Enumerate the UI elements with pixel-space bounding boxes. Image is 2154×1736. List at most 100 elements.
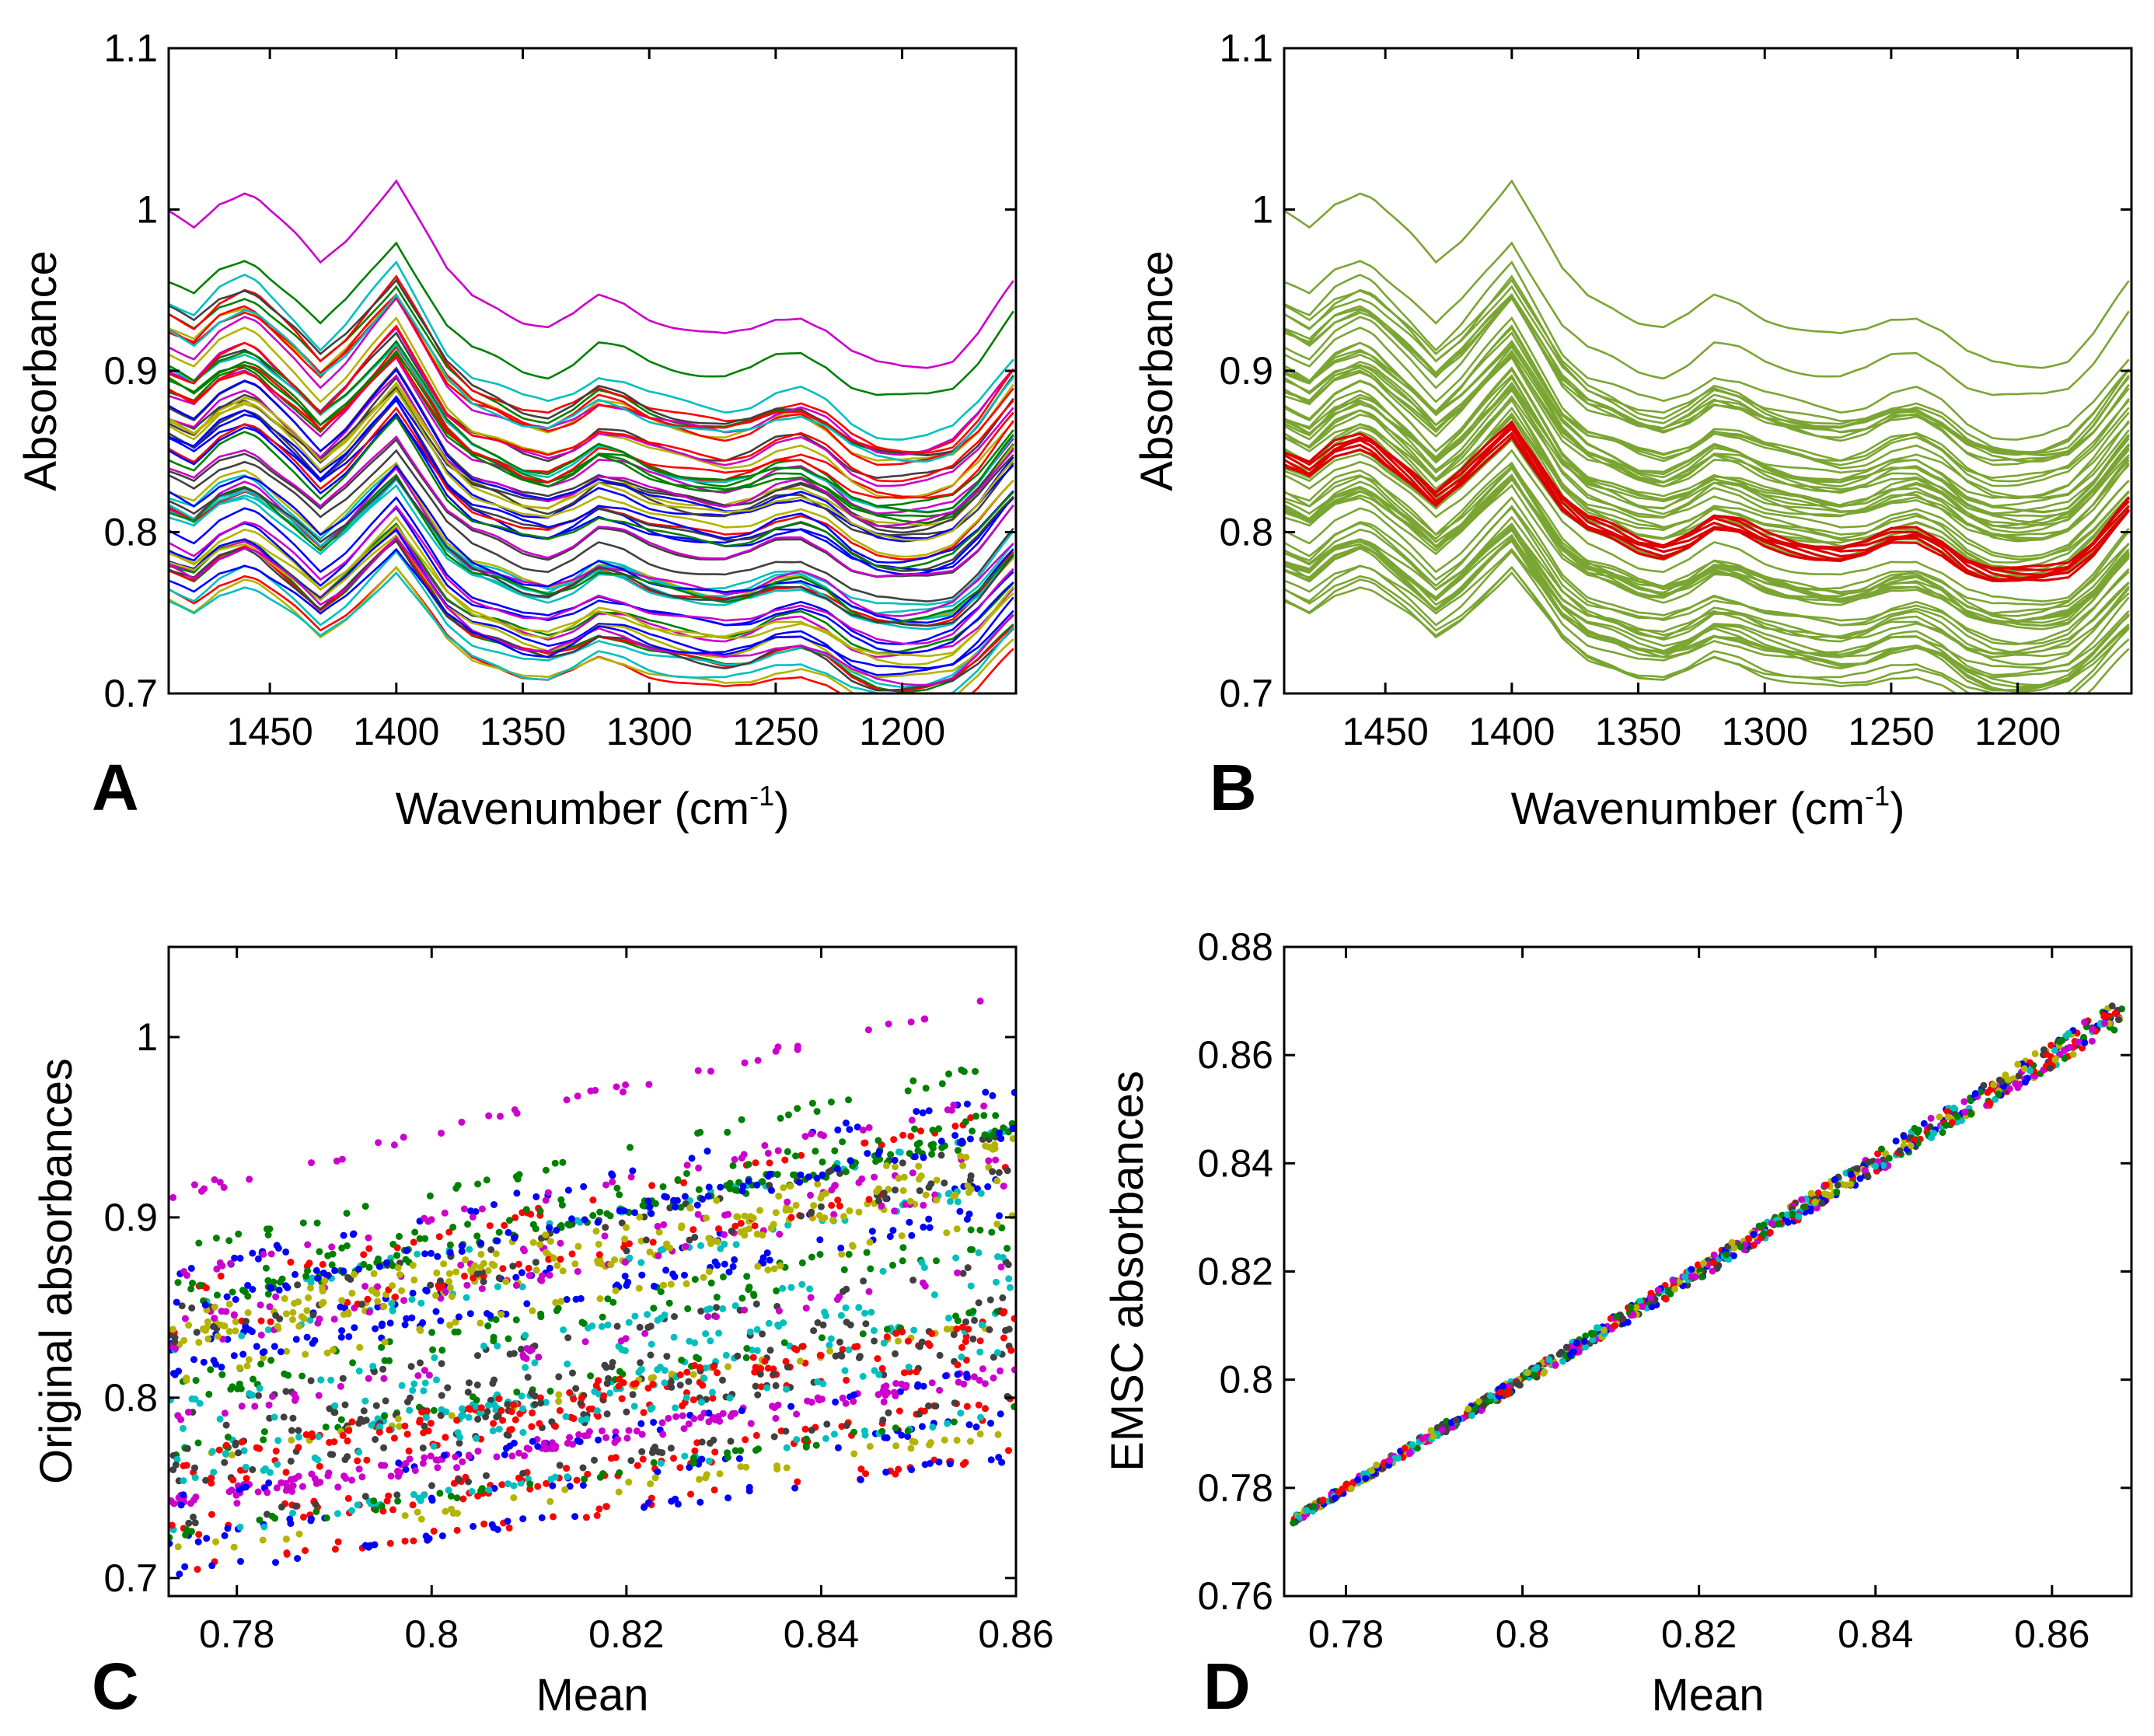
- scatter-point: [600, 1392, 608, 1399]
- scatter-point: [515, 1449, 523, 1457]
- scatter-point: [808, 1130, 815, 1137]
- scatter-point: [847, 1157, 855, 1165]
- scatter-point: [976, 1348, 984, 1356]
- scatter-point: [691, 1234, 699, 1241]
- scatter-point: [681, 1271, 688, 1279]
- scatter-point: [208, 1474, 215, 1482]
- scatter-point: [471, 1262, 479, 1270]
- scatter-point: [532, 1266, 540, 1274]
- scatter-point: [885, 1409, 892, 1416]
- scatter-point: [430, 1528, 438, 1535]
- x-tick-label: 0.86: [2014, 1612, 2089, 1656]
- scatter-point: [208, 1511, 215, 1518]
- scatter-point: [213, 1265, 221, 1273]
- scatter-point: [862, 1320, 870, 1328]
- scatter-point: [779, 1284, 787, 1292]
- scatter-point: [398, 1287, 406, 1294]
- scatter-point: [292, 1270, 298, 1278]
- scatter-point: [2022, 1078, 2029, 1086]
- scatter-point: [484, 1266, 492, 1274]
- scatter-point: [595, 1505, 603, 1513]
- scatter-point: [289, 1316, 296, 1323]
- scatter-point: [474, 1448, 482, 1455]
- scatter-point: [798, 1259, 806, 1266]
- scatter-point: [713, 1294, 721, 1301]
- scatter-point: [380, 1444, 388, 1451]
- scatter-point: [680, 1425, 688, 1433]
- scatter-point: [1967, 1097, 1974, 1105]
- scatter-point: [750, 1291, 757, 1298]
- scatter-point: [313, 1219, 321, 1227]
- scatter-point: [501, 1221, 508, 1229]
- scatter-point: [574, 1437, 581, 1444]
- scatter-point: [707, 1337, 714, 1345]
- scatter-point: [529, 1409, 536, 1416]
- scatter-point: [438, 1130, 445, 1137]
- scatter-point: [752, 1159, 759, 1167]
- scatter-point: [1004, 1245, 1011, 1252]
- scatter-point: [686, 1204, 694, 1212]
- scatter-point: [215, 1446, 223, 1454]
- scatter-point: [216, 1415, 224, 1423]
- scatter-point: [862, 1470, 870, 1478]
- scatter-point: [366, 1542, 374, 1549]
- x-tick-label: 0.86: [978, 1612, 1053, 1656]
- scatter-point: [344, 1453, 351, 1461]
- scatter-point: [920, 1154, 927, 1161]
- scatter-point: [483, 1472, 490, 1479]
- scatter-point: [1960, 1098, 1968, 1106]
- scatter-point: [650, 1445, 657, 1453]
- scatter-point: [688, 1154, 696, 1162]
- scatter-point: [267, 1250, 275, 1258]
- scatter-point: [264, 1231, 272, 1238]
- scatter-point: [340, 1472, 348, 1480]
- scatter-point: [686, 1236, 693, 1244]
- scatter-point: [183, 1444, 191, 1452]
- scatter-point: [1789, 1210, 1796, 1218]
- scatter-point: [702, 1364, 710, 1372]
- scatter-point: [431, 1354, 438, 1361]
- scatter-point: [534, 1483, 542, 1490]
- scatter-point: [1856, 1175, 1864, 1182]
- scatter-point: [421, 1214, 428, 1222]
- scatter-point: [654, 1366, 662, 1374]
- scatter-point: [244, 1281, 252, 1289]
- spectrum-line: [1284, 354, 2130, 499]
- scatter-point: [855, 1208, 863, 1216]
- scatter-point: [647, 1480, 655, 1488]
- y-tick-label: 1.1: [103, 26, 158, 70]
- scatter-point: [584, 1470, 592, 1478]
- scatter-point: [1004, 1167, 1011, 1175]
- scatter-point: [337, 1382, 344, 1390]
- scatter-point: [967, 1226, 975, 1234]
- scatter-point: [344, 1310, 352, 1318]
- scatter-point: [434, 1464, 442, 1472]
- scatter-point: [942, 1372, 949, 1380]
- scatter-point: [358, 1473, 366, 1481]
- scatter-point: [986, 1326, 993, 1333]
- scatter-point: [698, 1399, 705, 1406]
- scatter-point: [705, 1268, 713, 1276]
- scatter-point: [542, 1445, 550, 1453]
- spectrum-line: [1284, 515, 2130, 666]
- scatter-point: [283, 1347, 291, 1355]
- scatter-point: [239, 1350, 247, 1358]
- spectrum-line: [169, 415, 1014, 569]
- scatter-point: [956, 1207, 964, 1215]
- spectrum-line: [169, 293, 1014, 463]
- scatter-point: [504, 1228, 512, 1236]
- scatter-point: [878, 1427, 886, 1435]
- scatter-point: [741, 1306, 749, 1314]
- scatter-point: [882, 1195, 890, 1203]
- scatter-point: [976, 997, 984, 1005]
- scatter-point: [506, 1217, 513, 1224]
- scatter-point: [225, 1488, 233, 1496]
- scatter-point: [222, 1421, 230, 1429]
- x-tick-label: 1450: [1342, 710, 1429, 753]
- scatter-point: [192, 1377, 200, 1385]
- scatter-point: [962, 1318, 969, 1326]
- scatter-point: [390, 1434, 398, 1442]
- scatter-point: [595, 1377, 602, 1385]
- scatter-point: [742, 1436, 749, 1444]
- scatter-point: [536, 1207, 544, 1215]
